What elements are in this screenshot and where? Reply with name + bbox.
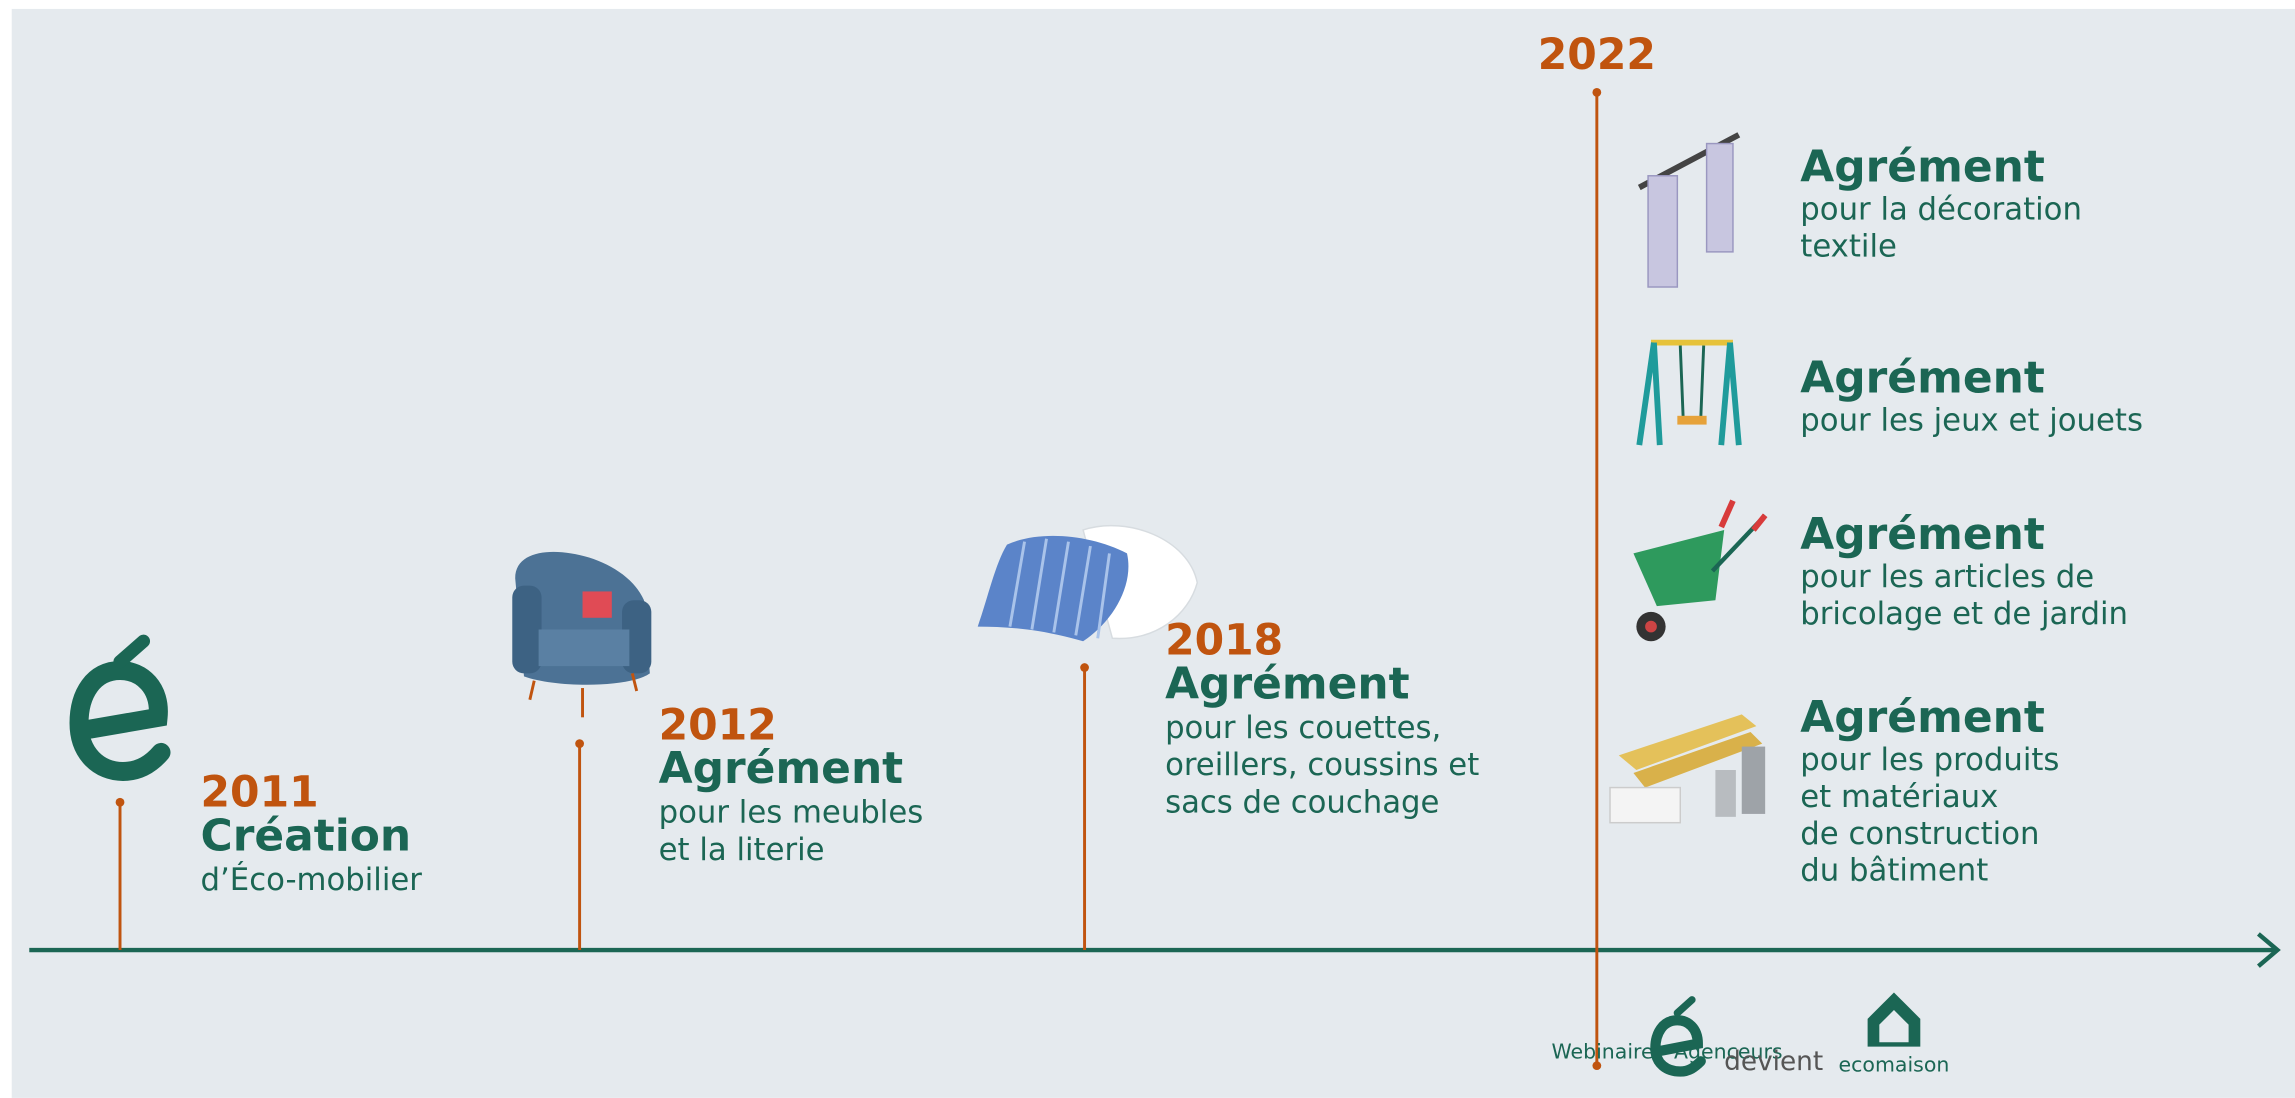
slide: 2022 Webinaire - Agenceurs devient ecoma… <box>0 0 2295 1098</box>
approval-title: Agrément <box>1800 692 2045 743</box>
event-desc: d’Éco-mobilier <box>201 862 423 898</box>
stem-dot <box>1080 663 1089 672</box>
event-title: Agrément <box>1165 658 1410 709</box>
stem-dot <box>116 798 125 807</box>
approval-desc: pour les articles de <box>1800 559 2094 595</box>
event-desc: pour les meubles <box>659 795 924 831</box>
stem-dot <box>575 739 584 748</box>
approval-desc: bricolage et de jardin <box>1800 596 2128 632</box>
approval-title: Agrément <box>1800 352 2045 403</box>
footer-devient: devient <box>1724 1047 1823 1077</box>
event-desc: sacs de couchage <box>1165 784 1439 820</box>
year: 2022 <box>1538 31 1656 80</box>
footer-brand: ecomaison <box>1839 1053 1950 1077</box>
approval-desc: pour les jeux et jouets <box>1800 402 2143 438</box>
approval-title: Agrément <box>1800 142 2045 193</box>
approval-desc: pour les produits <box>1800 742 2059 778</box>
event-desc: oreillers, coussins et <box>1165 747 1479 783</box>
approval-desc: pour la décoration <box>1800 192 2082 228</box>
approval-desc: textile <box>1800 229 1897 265</box>
event-desc: pour les couettes, <box>1165 710 1441 746</box>
approval-title: Agrément <box>1800 509 2045 560</box>
approval-desc: et matériaux <box>1800 779 1998 815</box>
event-title: Agrément <box>659 743 904 794</box>
approval-desc: du bâtiment <box>1800 853 1988 889</box>
approval-desc: de construction <box>1800 816 2039 852</box>
event-desc: et la literie <box>659 832 825 868</box>
event-title: Création <box>201 811 412 862</box>
stem-dot <box>1592 88 1601 97</box>
